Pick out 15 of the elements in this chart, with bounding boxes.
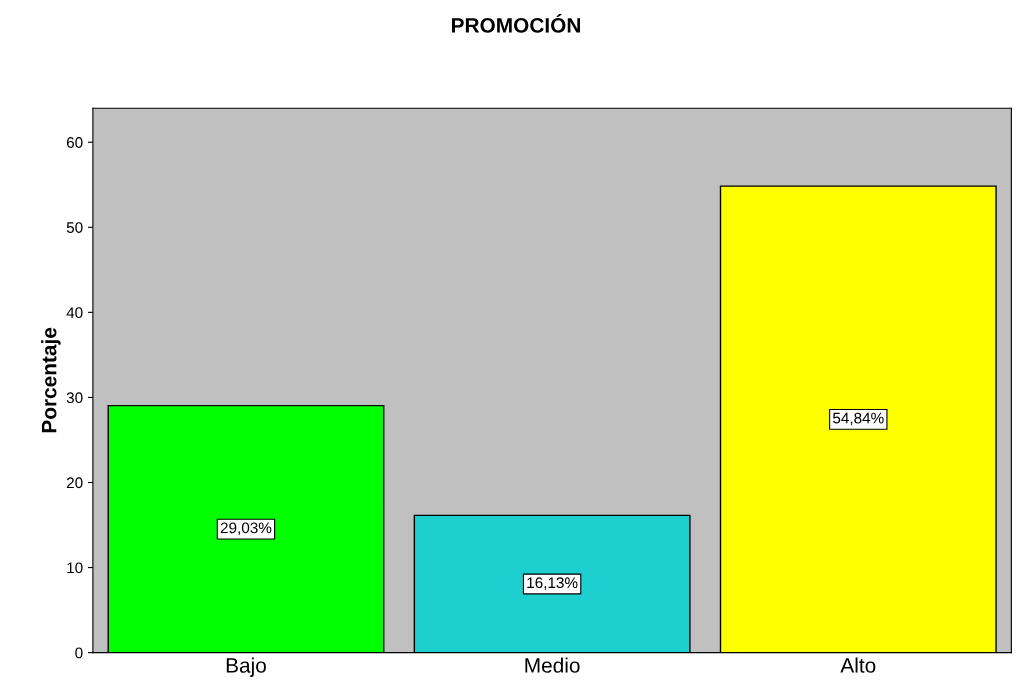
x-tick-label: Bajo [226,657,266,677]
data-label: 16,13% [527,577,578,590]
data-label: 54,84% [832,412,884,426]
data-label: 29,03% [220,522,272,536]
y-tick-label: 20 [66,477,83,489]
y-tick-label: 30 [66,392,83,404]
y-tick-label: 60 [66,137,83,148]
x-tick-label: Medio [525,657,580,673]
y-tick-label: 0 [75,647,83,659]
y-tick-label: 40 [66,307,83,319]
y-axis-title: Porcentaje [41,327,61,433]
y-tick-label: 10 [67,562,83,574]
y-tick-label: 50 [66,222,83,233]
x-tick-label: Alto [840,657,876,673]
chart-title: PROMOCIÓN [452,14,580,33]
